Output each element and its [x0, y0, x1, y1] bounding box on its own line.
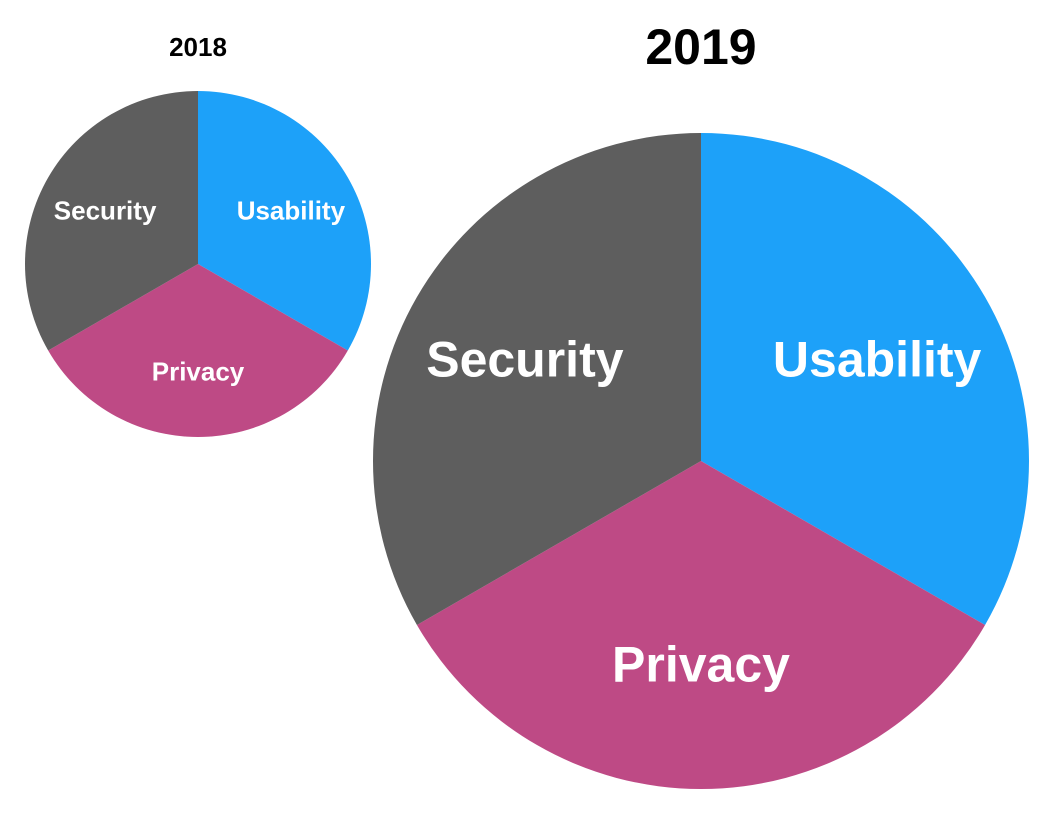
pie-chart-2018: 2018 Usability Privacy Security	[25, 32, 371, 437]
pie-slice-security	[25, 91, 199, 351]
slice-label-privacy: Privacy	[152, 356, 245, 386]
pie-slice-security	[372, 133, 701, 625]
pie-chart-2019: 2019 Usability Privacy Security	[372, 19, 1030, 790]
slice-label-usability: Usability	[237, 195, 346, 225]
slice-label-security: Security	[426, 331, 624, 387]
chart-title: 2019	[645, 19, 756, 75]
chart-title: 2018	[169, 32, 227, 62]
pie-slice-privacy	[48, 264, 348, 437]
pie-slice-usability	[701, 133, 1030, 625]
slice-label-security: Security	[54, 195, 157, 225]
pie-slice-privacy	[416, 461, 986, 790]
pie-slice-usability	[198, 91, 371, 351]
slice-label-usability: Usability	[773, 331, 982, 387]
slice-label-privacy: Privacy	[612, 636, 790, 692]
